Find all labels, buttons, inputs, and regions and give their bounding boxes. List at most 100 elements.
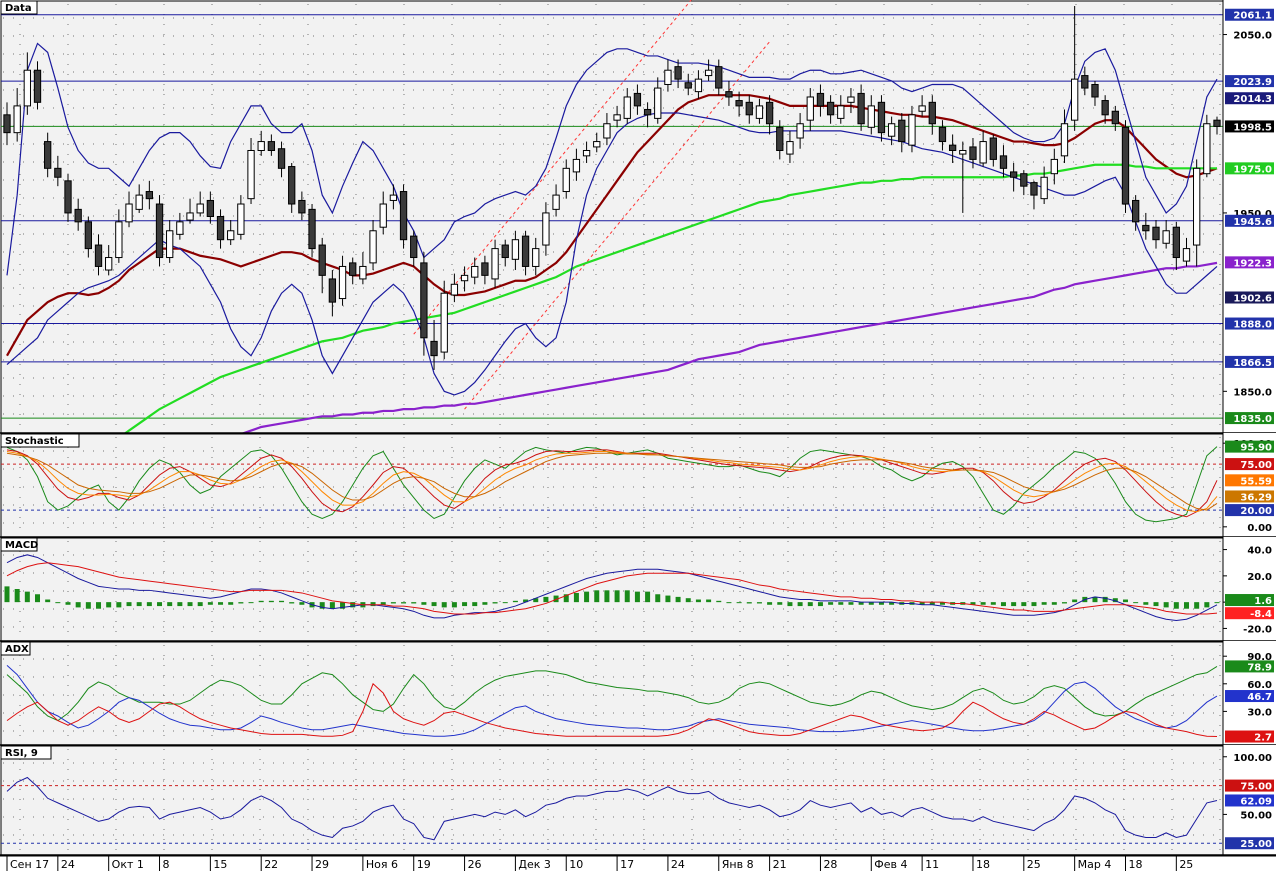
x-tick-label: 18 [976,858,990,871]
value-badge-label: 25.00 [1240,839,1272,850]
candle-body [684,82,692,89]
x-tick-label: Фев 4 [874,858,907,871]
histogram-bar [106,602,112,608]
series-line [6,665,1218,737]
value-badge [1225,412,1274,425]
x-tick-label: 22 [264,858,278,871]
value-badge-label: 1975.0 [1233,164,1272,175]
histogram-bar [736,602,742,604]
histogram-bar [1031,602,1037,607]
histogram-bar [777,602,783,605]
histogram-bar [817,602,823,607]
series-line [6,665,1218,722]
value-badge [1225,214,1274,227]
panel-title-box [0,0,38,15]
tick-label: 50.00 [1240,810,1272,821]
candle-body [318,244,326,276]
value-badge-label: 2.7 [1254,733,1272,744]
candle-body [481,262,489,276]
panel-title: ADX [5,644,29,655]
histogram-bar [533,598,539,603]
histogram-bar [1011,602,1017,607]
candle-body [410,235,418,259]
histogram-bar [624,590,630,603]
histogram-bar [990,602,996,605]
panel-title: MACD [5,540,38,551]
panel-title-box [0,537,38,552]
candle-body [176,221,184,235]
histogram-bar [421,602,427,605]
histogram-bar [502,602,508,604]
value-badge-label: 1835.0 [1233,414,1272,425]
histogram-bar [431,602,437,607]
x-tick-label: 19 [417,858,431,871]
series-line [6,554,1218,622]
histogram-bar [1021,602,1027,607]
candle-body [298,199,306,214]
candle-body [542,212,550,246]
candle-body [369,230,377,264]
x-tick-label: Янв 8 [722,858,754,871]
channel-line [464,41,770,410]
candle-body [959,149,967,155]
histogram-bar [685,598,691,603]
histogram-bar [411,602,417,604]
tick-label: 2050.0 [1233,31,1272,42]
value-badge-label: 1.6 [1254,596,1272,607]
candle-body [379,203,387,228]
value-badge-label: 20.00 [1240,506,1272,517]
candle-body [74,208,82,223]
candle-body [786,141,794,155]
histogram-bar [146,602,152,607]
candle-body [735,100,743,107]
x-tick-label: 17 [620,858,634,871]
candle-body [33,69,42,103]
candle-body [105,257,113,271]
overlay-line [6,94,1218,357]
histogram-bar [85,602,91,609]
candle-body [1020,173,1028,187]
candle-body [1050,158,1058,175]
candle-body [1030,182,1038,196]
histogram-bar [1153,602,1159,607]
histogram-bar [512,600,518,603]
histogram-bar [492,602,498,604]
histogram-bar [1000,602,1006,607]
series-line [6,682,1218,738]
histogram-bar [279,600,285,603]
value-badge-label: 1922.3 [1233,258,1272,269]
value-badge [1225,256,1274,269]
histogram-bar [24,591,30,603]
candle-body [399,191,408,241]
x-tick-label: 24 [61,858,75,871]
candle-body [1040,176,1048,200]
candle-body [826,101,835,116]
histogram-bar [584,591,590,603]
histogram-bar [1133,602,1139,604]
candle-body [633,92,642,107]
candle-body [420,262,428,339]
x-tick-label: 8 [163,858,170,871]
histogram-bar [35,594,41,603]
tick-label: 1950.0 [1233,209,1272,220]
candle-body [908,114,916,146]
value-badge [1225,779,1274,792]
tick-label: 100.00 [1233,753,1272,764]
value-badge-label: 2014.3 [1233,94,1272,105]
candle-body [796,123,804,139]
histogram-bar [451,602,457,608]
histogram-bar [268,600,274,603]
x-tick-label: 10 [569,858,583,871]
tick-label: 0.00 [1247,523,1272,534]
histogram-bar [675,596,681,603]
histogram-bar [767,602,773,605]
candle-body [54,167,62,178]
tick-label: 90.0 [1247,652,1272,663]
histogram-bar [177,602,183,607]
panel-title-box [0,641,31,656]
x-tick-label: 26 [468,858,482,871]
panel-title: RSI, 9 [5,748,38,759]
candle-body [1101,100,1109,116]
tick-label: 1850.0 [1233,387,1272,398]
